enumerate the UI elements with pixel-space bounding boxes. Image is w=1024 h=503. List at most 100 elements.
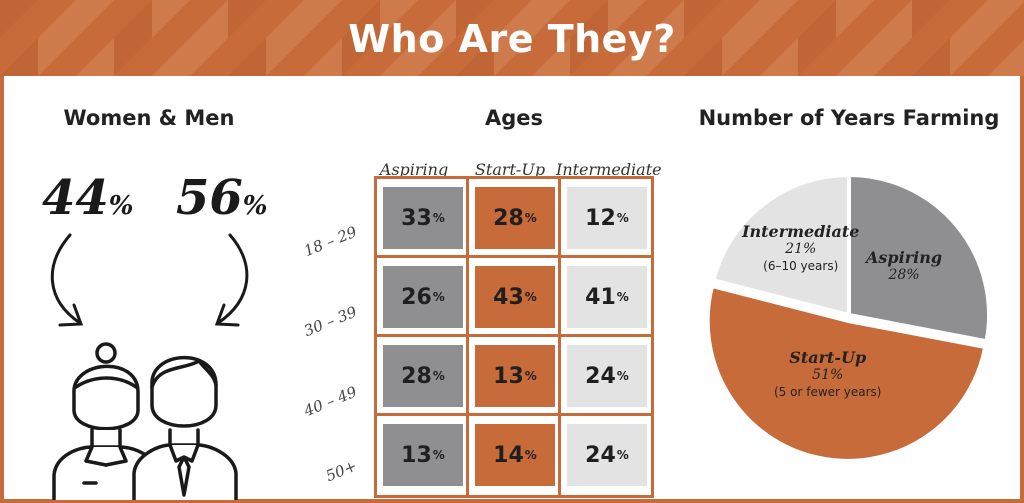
- header-banner: Who Are They?: [0, 0, 1024, 76]
- cell-value: 28: [401, 363, 432, 389]
- header-pattern-triangle: [912, 0, 950, 38]
- table-divider: [377, 334, 651, 337]
- cell-unit: %: [524, 211, 537, 225]
- header-pattern-triangle: [0, 38, 38, 76]
- header-pattern-triangle: [760, 0, 798, 38]
- header-pattern-triangle: [988, 40, 1024, 76]
- cell-unit: %: [432, 448, 445, 462]
- header-pattern-triangle: [684, 0, 722, 38]
- years-farming-title: Number of Years Farming: [698, 106, 1000, 130]
- header-pattern-triangle: [266, 38, 304, 76]
- header-pattern-triangle: [570, 0, 608, 38]
- table-cell: 24%: [567, 345, 647, 407]
- cell-value: 41: [585, 284, 616, 310]
- years-farming-pie: [705, 172, 991, 460]
- header-pattern-triangle: [342, 0, 380, 38]
- arrow-down-left-icon: [50, 233, 84, 327]
- header-pattern: [0, 0, 1024, 76]
- header-pattern-triangle: [266, 0, 304, 38]
- men-percent: 56%: [176, 170, 268, 226]
- table-cell: 28%: [475, 187, 555, 249]
- header-pattern-triangle: [760, 38, 798, 76]
- header-pattern-triangle: [874, 38, 912, 76]
- header-pattern-triangle: [950, 38, 988, 76]
- column-header-intermediate: Intermediate: [556, 160, 662, 179]
- header-pattern-triangle: [836, 0, 874, 38]
- cell-unit: %: [616, 369, 629, 383]
- cell-value: 12: [585, 205, 616, 231]
- column-header-aspiring: Aspiring: [379, 160, 449, 179]
- header-pattern-triangle: [228, 38, 266, 76]
- gender-illustration: [50, 233, 249, 500]
- header-pattern-triangle: [646, 0, 684, 38]
- pie-label-aspiring: Aspiring 28%: [866, 248, 943, 283]
- row-header-30-39: 30 – 39: [301, 302, 360, 341]
- cell-value: 24: [585, 442, 616, 468]
- header-pattern-triangle: [988, 0, 1024, 38]
- table-cell: 28%: [383, 345, 463, 407]
- pie-slice-intermediate: [710, 172, 851, 318]
- table-cell: 13%: [475, 345, 555, 407]
- cell-value: 28: [493, 205, 524, 231]
- header-pattern-triangle: [798, 0, 836, 38]
- header-pattern-triangle: [190, 38, 228, 76]
- header-pattern-triangle: [684, 38, 722, 76]
- header-pattern-triangle: [152, 0, 190, 38]
- cell-value: 13: [493, 363, 524, 389]
- cell-unit: %: [432, 369, 445, 383]
- header-pattern-triangle: [950, 0, 988, 38]
- table-divider: [466, 179, 469, 495]
- header-pattern-triangle: [152, 38, 190, 76]
- page-title: Who Are They?: [348, 17, 676, 61]
- header-pattern-triangle: [76, 38, 114, 76]
- header-pattern-triangle: [190, 0, 228, 38]
- cell-unit: %: [524, 290, 537, 304]
- header-pattern-triangle: [380, 38, 418, 76]
- header-pattern-triangle: [646, 38, 684, 76]
- header-pattern-triangle: [304, 0, 342, 38]
- cell-unit: %: [524, 448, 537, 462]
- ages-table: 33% 28% 12% 26% 43% 41% 28% 13% 24% 13% 14% 24%: [374, 176, 654, 498]
- pie-label-start-up: Start-Up 51% (5 or fewer years): [774, 348, 882, 399]
- header-pattern-triangle: [532, 38, 570, 76]
- cell-unit: %: [432, 290, 445, 304]
- cell-unit: %: [616, 211, 629, 225]
- table-cell: 43%: [475, 266, 555, 328]
- table-cell: 33%: [383, 187, 463, 249]
- pie-slice-start-up: [705, 283, 988, 460]
- woman-icon: [52, 342, 160, 500]
- header-pattern-triangle: [38, 38, 76, 76]
- cell-value: 13: [401, 442, 432, 468]
- row-header-18-29: 18 – 29: [301, 222, 360, 261]
- cell-unit: %: [432, 211, 445, 225]
- pie-label-intermediate: Intermediate 21% (6–10 years): [742, 222, 860, 273]
- header-pattern-triangle: [798, 38, 836, 76]
- header-pattern-triangle: [456, 38, 494, 76]
- header-pattern-triangle: [722, 38, 760, 76]
- header-pattern-triangle: [874, 0, 912, 38]
- header-pattern-triangle: [304, 38, 342, 76]
- table-cell: 14%: [475, 424, 555, 486]
- table-cell: 12%: [567, 187, 647, 249]
- header-pattern-triangle: [722, 0, 760, 38]
- table-divider: [377, 413, 651, 416]
- pie-slice-aspiring: [847, 172, 991, 344]
- table-cell: 41%: [567, 266, 647, 328]
- header-pattern-triangle: [38, 0, 76, 38]
- header-pattern-triangle: [608, 0, 646, 38]
- column-header-start-up: Start-Up: [474, 160, 546, 179]
- cell-value: 24: [585, 363, 616, 389]
- header-pattern-triangle: [228, 0, 266, 38]
- cell-value: 43: [493, 284, 524, 310]
- header-pattern-triangle: [0, 0, 38, 38]
- gender-title: Women & Men: [63, 106, 235, 130]
- table-divider: [377, 255, 651, 258]
- header-pattern-triangle: [570, 38, 608, 76]
- header-pattern-triangle: [836, 38, 874, 76]
- women-percent: 44%: [42, 170, 134, 226]
- header-pattern-triangle: [494, 38, 532, 76]
- table-divider: [558, 179, 561, 495]
- row-header-50-plus: 50+: [323, 456, 360, 486]
- cell-value: 33: [401, 205, 432, 231]
